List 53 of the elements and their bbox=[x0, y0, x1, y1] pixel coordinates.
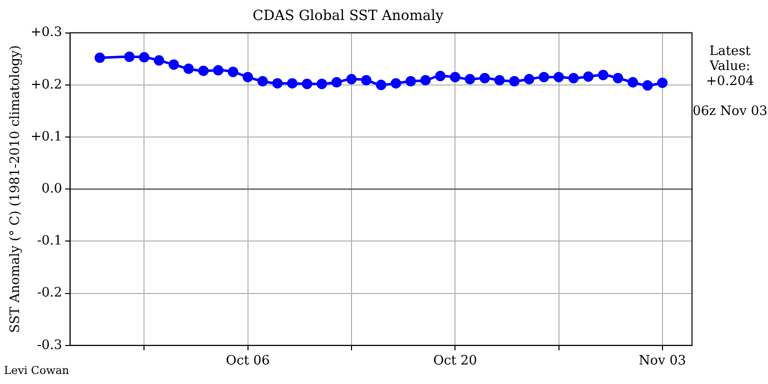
point bbox=[346, 74, 357, 84]
point bbox=[361, 74, 372, 86]
y-tick-label: 0.0 bbox=[41, 181, 62, 196]
point bbox=[138, 52, 150, 63]
point bbox=[316, 78, 328, 90]
y-tick-label: +0.3 bbox=[30, 25, 62, 40]
point bbox=[642, 80, 653, 91]
point bbox=[494, 74, 505, 86]
point bbox=[435, 70, 446, 82]
point bbox=[450, 72, 460, 82]
point bbox=[242, 72, 254, 82]
point bbox=[94, 52, 106, 64]
point bbox=[628, 77, 638, 88]
point bbox=[376, 80, 386, 90]
point bbox=[331, 77, 342, 88]
point bbox=[554, 72, 564, 82]
x-tick-label: Oct 06 bbox=[226, 354, 270, 369]
x-tick-label: Oct 20 bbox=[433, 354, 478, 369]
point bbox=[657, 78, 668, 88]
point bbox=[257, 76, 268, 87]
text: 06z Nov 03 bbox=[692, 104, 768, 119]
point bbox=[228, 66, 238, 78]
chart-title: CDAS Global SST Anomaly bbox=[252, 8, 444, 24]
point bbox=[287, 78, 298, 89]
point bbox=[509, 76, 520, 87]
text: Latest Value: +0.204 bbox=[704, 44, 756, 89]
y-tick-label: +0.2 bbox=[30, 77, 62, 92]
point bbox=[479, 72, 490, 84]
point bbox=[420, 74, 431, 86]
point bbox=[272, 78, 283, 89]
point bbox=[405, 76, 416, 87]
point bbox=[464, 74, 476, 84]
point bbox=[390, 78, 402, 89]
point bbox=[612, 72, 624, 84]
point bbox=[538, 72, 550, 82]
y-axis-title: SST Anomaly (° C) (1981-2010 climatology) bbox=[8, 45, 24, 333]
point bbox=[124, 52, 135, 62]
y-tick-label: -0.1 bbox=[37, 234, 62, 249]
point bbox=[212, 65, 224, 76]
y-tick-label: +0.1 bbox=[30, 129, 62, 144]
y-tick-label: -0.2 bbox=[37, 286, 62, 301]
point bbox=[524, 74, 534, 84]
text: Levi Cowan bbox=[4, 363, 70, 378]
x-tick-label: Nov 03 bbox=[638, 354, 686, 369]
y-tick-label: -0.3 bbox=[37, 338, 62, 353]
point bbox=[583, 71, 594, 82]
point bbox=[154, 55, 164, 66]
point bbox=[302, 78, 312, 90]
point bbox=[183, 64, 194, 74]
point bbox=[568, 72, 579, 84]
point bbox=[168, 59, 180, 70]
point bbox=[598, 70, 608, 80]
point bbox=[198, 66, 209, 76]
